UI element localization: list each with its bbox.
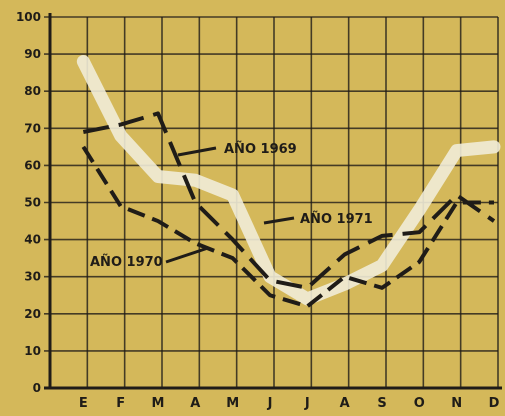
series-line-a-o-1971 bbox=[76, 55, 501, 306]
y-tick-label: 100 bbox=[16, 10, 41, 24]
x-tick-label: A bbox=[340, 396, 350, 411]
x-tick-label: N bbox=[451, 396, 462, 411]
x-tick-label: J bbox=[267, 396, 273, 411]
y-tick-label: 50 bbox=[24, 196, 41, 210]
axes: 0 10 20 30 40 50 60 70 80 90 100 E F M A M J J A S O N D bbox=[16, 10, 502, 411]
series-group bbox=[76, 55, 501, 309]
x-tick-label: M bbox=[152, 396, 165, 411]
x-tick-label: O bbox=[414, 396, 425, 411]
labels-group: AÑO 1969 AÑO 1971 AÑO 1970 bbox=[90, 141, 373, 270]
x-tick-label: E bbox=[79, 396, 88, 411]
x-tick-label: S bbox=[377, 396, 386, 411]
x-tick-label: F bbox=[116, 396, 125, 411]
y-tick-label: 20 bbox=[24, 307, 41, 321]
x-tick-label: J bbox=[304, 396, 310, 411]
y-tick-label: 10 bbox=[24, 344, 41, 358]
annotation-label: AÑO 1971 bbox=[300, 211, 373, 227]
series-line-a-o-1969 bbox=[82, 111, 496, 290]
x-tick-label: A bbox=[190, 396, 200, 411]
y-tick-label: 40 bbox=[24, 233, 41, 247]
annotation-label: AÑO 1969 bbox=[224, 141, 297, 157]
y-tick-label: 0 bbox=[33, 381, 41, 395]
annotation-leader bbox=[263, 216, 295, 225]
series-line-a-o-1970 bbox=[81, 145, 494, 309]
annotation-leader bbox=[165, 246, 209, 264]
y-tick-label: 60 bbox=[24, 158, 41, 172]
y-tick-label: 70 bbox=[24, 121, 41, 135]
annotation-label: AÑO 1970 bbox=[90, 254, 163, 270]
annotation-leader bbox=[177, 146, 217, 157]
y-tick-label: 80 bbox=[24, 84, 41, 98]
y-tick-label: 30 bbox=[24, 270, 41, 284]
y-tick-label: 90 bbox=[24, 47, 41, 61]
x-tick-label: M bbox=[226, 396, 239, 411]
x-tick-label: D bbox=[489, 396, 500, 411]
